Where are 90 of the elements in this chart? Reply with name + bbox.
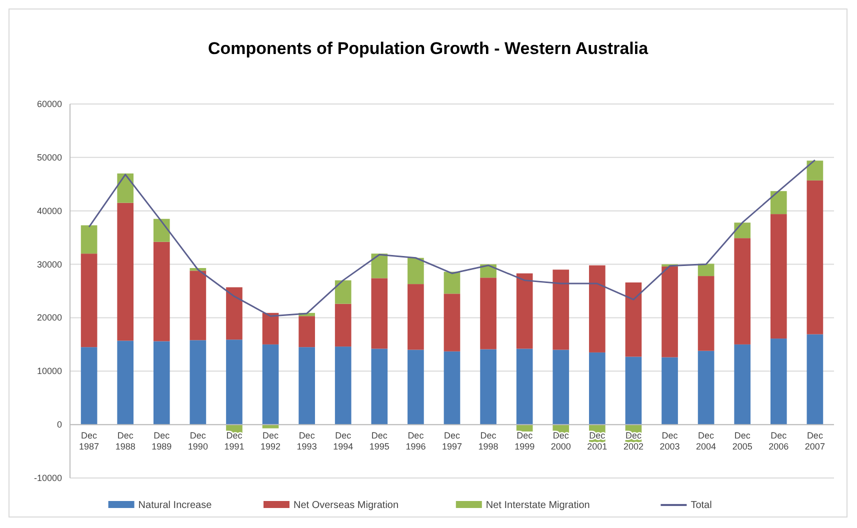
x-tick-label: Dec 1989 (152, 430, 172, 452)
bar (408, 350, 424, 425)
x-tick-label: Dec 1996 (406, 430, 426, 452)
bar (444, 294, 460, 352)
legend-label: Natural Increase (138, 500, 212, 511)
y-tick-label: 10000 (36, 366, 62, 376)
legend-label: Net Interstate Migration (486, 500, 590, 511)
bar (698, 264, 714, 276)
bar (480, 349, 496, 425)
x-tick-label: Dec 2006 (768, 430, 789, 452)
bar (262, 424, 279, 428)
bar (625, 282, 642, 357)
bar (806, 334, 824, 425)
bar (734, 238, 751, 344)
bar (698, 276, 714, 351)
bar (589, 352, 606, 425)
bar (552, 270, 570, 350)
bar (226, 340, 242, 425)
x-tick-label: Dec 1999 (514, 430, 535, 452)
bar (153, 218, 170, 242)
bar (589, 265, 606, 352)
bar (298, 347, 315, 425)
bar (770, 191, 787, 214)
bar (734, 222, 751, 238)
y-tick-label: 0 (56, 420, 62, 430)
bar (226, 287, 242, 340)
x-tick-label: Dec 2000 (550, 430, 571, 452)
x-tick-label: Dec 2004 (696, 430, 716, 452)
bar (770, 214, 787, 339)
bar (662, 266, 678, 358)
bar (516, 273, 533, 349)
y-tick-label: 40000 (36, 206, 62, 216)
bar (444, 272, 460, 294)
bar (662, 357, 678, 425)
bar (371, 348, 388, 425)
bar (371, 254, 388, 278)
x-tick-label: Dec 1992 (260, 430, 281, 452)
x-tick-label: Dec 1993 (296, 430, 317, 452)
bar (262, 344, 279, 425)
bar (262, 312, 279, 344)
bar (117, 340, 134, 425)
x-tick-label: Dec 2002 (623, 430, 644, 452)
legend-label: Net Overseas Migration (294, 500, 399, 511)
y-tick-label: 60000 (36, 99, 62, 109)
x-tick-label: Dec 2005 (732, 430, 752, 452)
x-tick-label: Dec 2003 (660, 430, 680, 452)
bar (153, 242, 170, 342)
bar (516, 424, 533, 432)
bar (734, 344, 751, 425)
x-tick-label: Dec 2007 (804, 430, 825, 452)
bar (334, 346, 352, 425)
bar (298, 316, 315, 348)
bar (698, 350, 714, 425)
bar (153, 341, 170, 425)
bar (444, 351, 460, 425)
x-tick-label: Dec 2001 (587, 430, 608, 452)
x-tick-label: Dec 1995 (369, 430, 390, 452)
x-tick-label: Dec 1991 (224, 430, 244, 452)
bar (334, 280, 352, 304)
bar (408, 258, 424, 284)
x-tick-label: Dec 1997 (442, 430, 462, 452)
x-tick-label: Dec 1998 (478, 430, 498, 452)
y-tick-label: 50000 (36, 152, 62, 162)
bar (334, 304, 352, 347)
y-tick-label: 20000 (36, 312, 62, 323)
x-tick-label: Dec 1988 (115, 430, 136, 452)
bar (625, 356, 642, 425)
x-tick-label: Dec 1987 (79, 430, 100, 452)
bar (190, 270, 206, 340)
bar (516, 348, 533, 425)
x-tick-label: Dec 1994 (333, 430, 354, 452)
bar (806, 180, 824, 334)
line-series (88, 159, 816, 317)
bar (552, 350, 570, 425)
y-tick-label: -10000 (34, 473, 62, 483)
bar (480, 278, 496, 350)
bar (117, 202, 134, 341)
bar (80, 254, 98, 348)
x-tick-label: Dec 1990 (188, 430, 208, 452)
bar (371, 278, 388, 349)
bar (117, 173, 134, 203)
bar (80, 225, 98, 254)
bar (770, 338, 787, 425)
chart-title: Components of Population Growth - Western Australia (208, 39, 649, 58)
y-tick-label: 30000 (36, 259, 62, 270)
bar (80, 347, 98, 425)
bar (408, 284, 424, 350)
bar (190, 340, 206, 425)
legend-label: Total (690, 500, 712, 511)
bar (806, 160, 824, 180)
